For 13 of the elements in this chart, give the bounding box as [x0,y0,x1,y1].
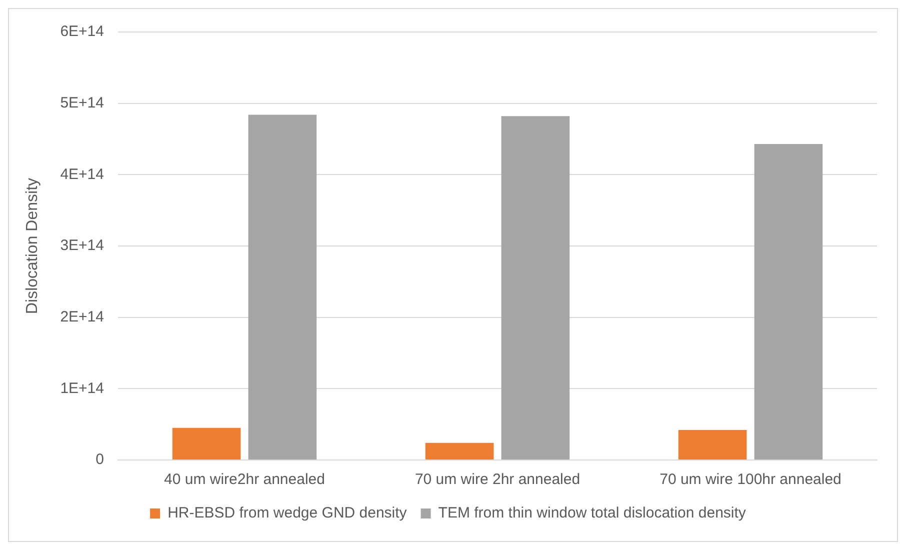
x-tick-label: 70 um wire 2hr annealed [414,471,580,488]
y-axis-title: Dislocation Density [24,178,42,314]
legend-label: TEM from thin window total dislocation density [438,504,746,522]
y-tick-label: 0 [96,451,104,468]
y-tick-label: 2E+14 [60,308,104,326]
x-tick-label: 40 um wire2hr annealed [164,471,325,488]
legend-label: HR-EBSD from wedge GND density [168,504,408,522]
x-tick-label: 70 um wire 100hr annealed [660,471,842,488]
y-tick-label: 5E+14 [60,94,104,112]
y-tick-label: 6E+14 [60,23,104,40]
y-tick-label: 4E+14 [60,166,104,183]
y-tick-label: 1E+14 [60,380,104,397]
y-tick-label: 3E+14 [60,237,104,254]
